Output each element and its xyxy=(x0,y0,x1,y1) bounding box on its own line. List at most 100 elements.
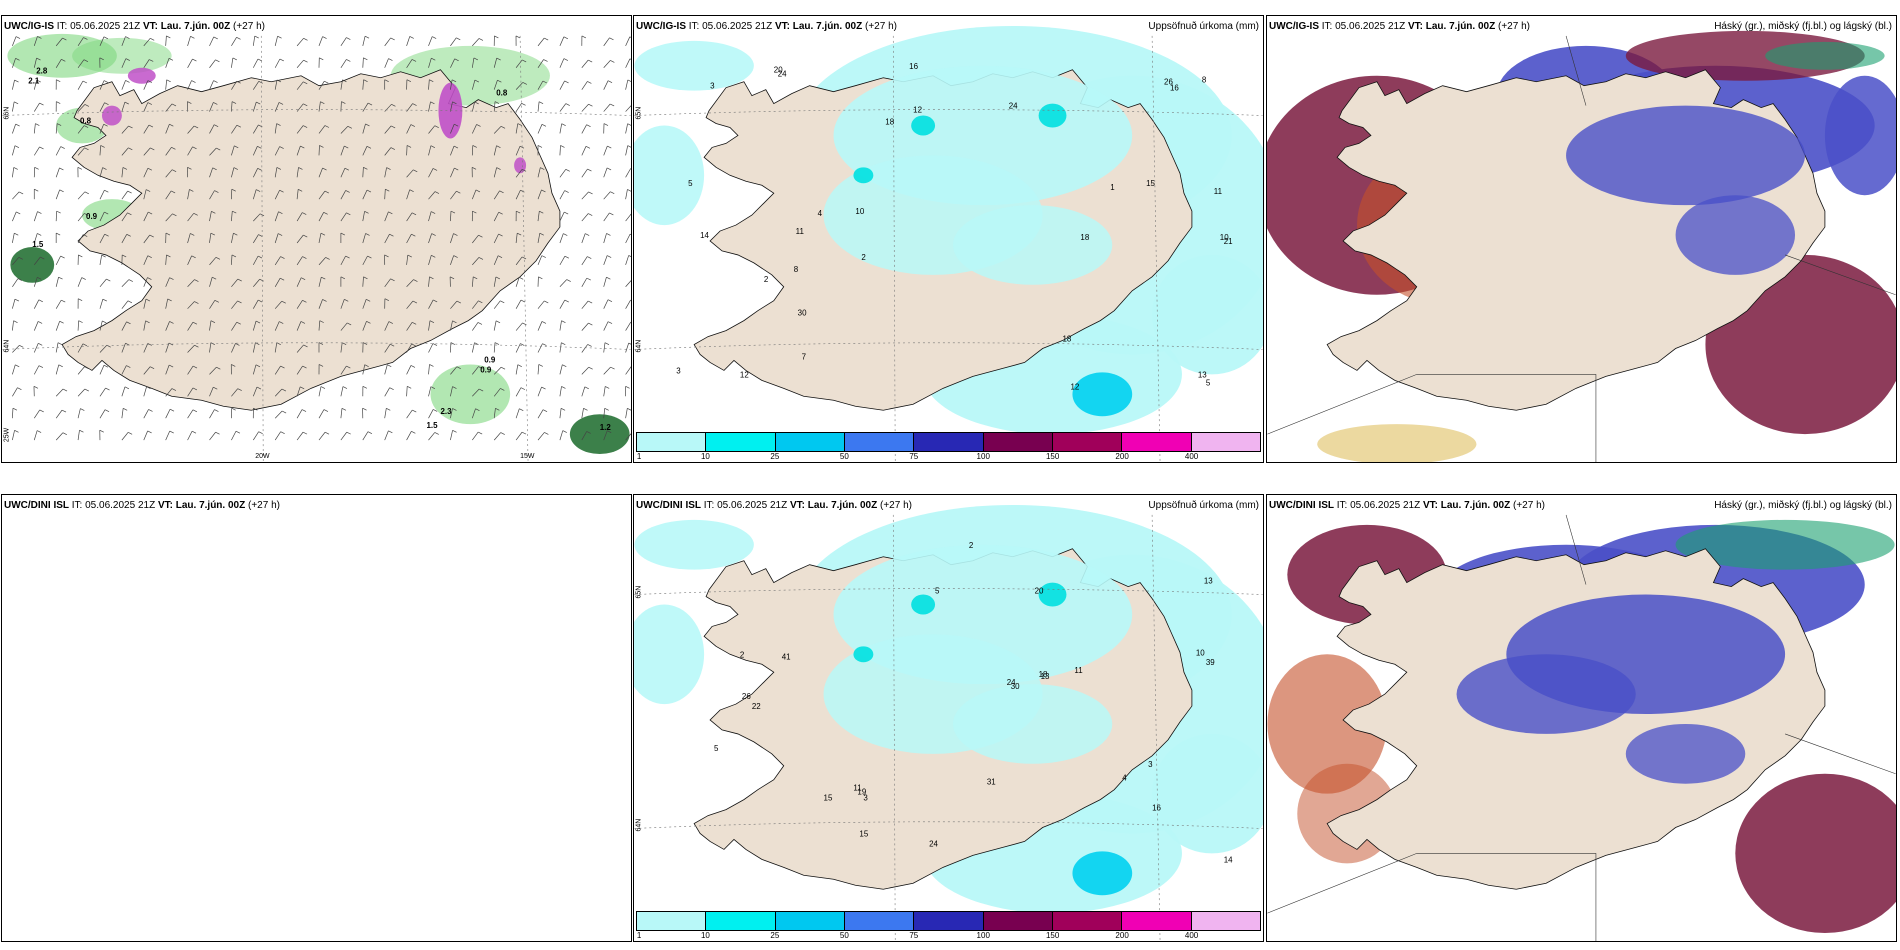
value-label: 24 xyxy=(778,70,787,79)
value-label: 16 xyxy=(1170,84,1179,93)
precip-values: 1811324126128510112418301621132015710168… xyxy=(676,62,1233,392)
panel-variable: Uppsöfnuð úrkoma (mm) xyxy=(1148,21,1259,32)
colorbar-tick: 10 xyxy=(700,452,710,461)
value-label: 30 xyxy=(1011,682,1020,691)
precip-heavy xyxy=(823,544,1133,896)
value-label: 19 xyxy=(857,788,866,797)
colorbar-segment xyxy=(637,433,707,451)
cloud-map-dini: UWC/DINI ISL IT: 05.06.2025 21Z VT: Lau.… xyxy=(1266,494,1897,942)
lat-label: 64N xyxy=(635,819,642,832)
map-canvas: 2.82.10.80.91.50.80.90.92.31.5 1.266N64N2… xyxy=(2,16,631,462)
colorbar-segment xyxy=(706,433,776,451)
value-label: 11 xyxy=(1214,187,1223,196)
colorbar-segment xyxy=(1191,433,1260,451)
value-label: 15 xyxy=(1146,179,1155,188)
value-label: 2 xyxy=(764,275,769,284)
colorbar-segment xyxy=(1122,433,1192,451)
heavy-precip xyxy=(101,67,527,174)
value-label: 1 xyxy=(1110,183,1115,192)
value-label: 24 xyxy=(1009,102,1018,111)
colorbar-segment xyxy=(983,912,1053,930)
colorbar-tick: 400 xyxy=(1184,452,1199,461)
value-label: 4 xyxy=(1122,774,1127,783)
colorbar xyxy=(636,432,1261,452)
map-canvas xyxy=(2,495,631,941)
graticule xyxy=(634,35,1263,462)
colorbar-labels: 1 10 25 50 75 100 150 200 400 xyxy=(636,452,1261,462)
colorbar-segment xyxy=(1052,433,1123,451)
colorbar xyxy=(636,911,1261,931)
value-label: 18 xyxy=(1080,233,1089,242)
lat-label: 64N xyxy=(635,340,642,353)
map-canvas: 2524262024151030141811311353419221315163… xyxy=(634,495,1263,941)
colorbar-tick: 100 xyxy=(976,931,990,940)
value-label: 11 xyxy=(1074,666,1083,675)
value-label: 14 xyxy=(1224,855,1233,864)
map-canvas xyxy=(1267,16,1896,462)
graticule xyxy=(2,35,631,462)
colorbar-tick: 25 xyxy=(770,452,780,461)
lon-label: 20W xyxy=(255,453,270,460)
colorbar-tick: 150 xyxy=(1045,452,1060,461)
colorbar-tick: 75 xyxy=(909,452,919,461)
colorbar-tick: 1 xyxy=(636,452,642,461)
value-label: 21 xyxy=(1224,237,1233,246)
panel-header: UWC/IG-IS IT: 05.06.2025 21Z VT: Lau. 7.… xyxy=(1269,21,1892,32)
cloud-over-land xyxy=(1566,105,1805,275)
accum-precip-map-igis: UWC/IG-IS IT: 05.06.2025 21Z VT: Lau. 7.… xyxy=(633,15,1264,463)
colorbar-tick: 10 xyxy=(700,931,710,940)
value-label: 10 xyxy=(1196,648,1205,657)
boundary-lines xyxy=(1267,514,1896,941)
value-label: 1.5 xyxy=(32,240,44,249)
value-label: 12 xyxy=(740,370,749,379)
value-label: 8 xyxy=(1202,76,1207,85)
colorbar-tick: 200 xyxy=(1115,931,1129,940)
value-label: 3 xyxy=(1148,760,1153,769)
value-label: 5 xyxy=(688,179,693,188)
colorbar-tick: 25 xyxy=(770,931,780,940)
panel-variable: Háský (gr.), miðský (fj.bl.) og lágský (… xyxy=(1714,500,1892,511)
value-label: 3 xyxy=(863,794,868,803)
lat-label: 65N xyxy=(635,107,642,120)
value-label: 13 xyxy=(1204,577,1213,586)
panel-header: UWC/IG-IS IT: 05.06.2025 21Z VT: Lau. 7.… xyxy=(636,21,1259,32)
accum-precip-map-dini: UWC/DINI ISL IT: 05.06.2025 21Z VT: Lau.… xyxy=(633,494,1264,942)
value-label: 12 xyxy=(1070,382,1079,391)
colorbar-tick: 75 xyxy=(909,931,919,940)
graticule xyxy=(634,514,1263,941)
colorbar-segment xyxy=(983,433,1053,451)
wind-barbs xyxy=(12,35,631,441)
colorbar-tick: 200 xyxy=(1115,452,1129,461)
colorbar-segment xyxy=(844,912,915,930)
value-label: 16 xyxy=(909,62,918,71)
value-label: 2.3 xyxy=(440,407,452,416)
value-label: 2 xyxy=(861,253,866,262)
colorbar-segment xyxy=(844,433,915,451)
value-label: 41 xyxy=(782,652,791,661)
value-label: 20 xyxy=(1035,587,1044,596)
value-label: 2.8 xyxy=(36,67,48,76)
panel-header: UWC/DINI ISL IT: 05.06.2025 21Z VT: Lau.… xyxy=(4,500,280,511)
iceland-land xyxy=(61,69,561,411)
value-label: 0.8 xyxy=(496,89,508,98)
boundary-lines xyxy=(1267,35,1896,462)
colorbar-segment xyxy=(1191,912,1260,930)
precip-values: 2.82.10.80.91.50.80.90.92.31.5 1.2 xyxy=(28,67,611,432)
colorbar-tick: 50 xyxy=(839,452,849,461)
value-label: 8 xyxy=(794,265,799,274)
colorbar-segment xyxy=(1052,912,1123,930)
value-label: 11 xyxy=(853,784,862,793)
value-label: 13 xyxy=(1198,370,1207,379)
value-label: 5 xyxy=(1206,378,1211,387)
colorbar-tick: 100 xyxy=(976,452,990,461)
panel-header: UWC/IG-IS IT: 05.06.2025 21Z VT: Lau. 7.… xyxy=(4,21,265,32)
value-label: 24 xyxy=(1007,678,1016,687)
map-canvas: 1811324126128510112418301621132015710168… xyxy=(634,16,1263,462)
colorbar-tick: 150 xyxy=(1045,931,1060,940)
value-label: 26 xyxy=(1164,78,1173,87)
colorbar-segment xyxy=(775,433,845,451)
value-label: 14 xyxy=(700,231,709,240)
lat-label: 25W xyxy=(3,427,10,442)
colorbar-tick: 1 xyxy=(636,931,642,940)
value-label: 1.5 xyxy=(427,421,439,430)
